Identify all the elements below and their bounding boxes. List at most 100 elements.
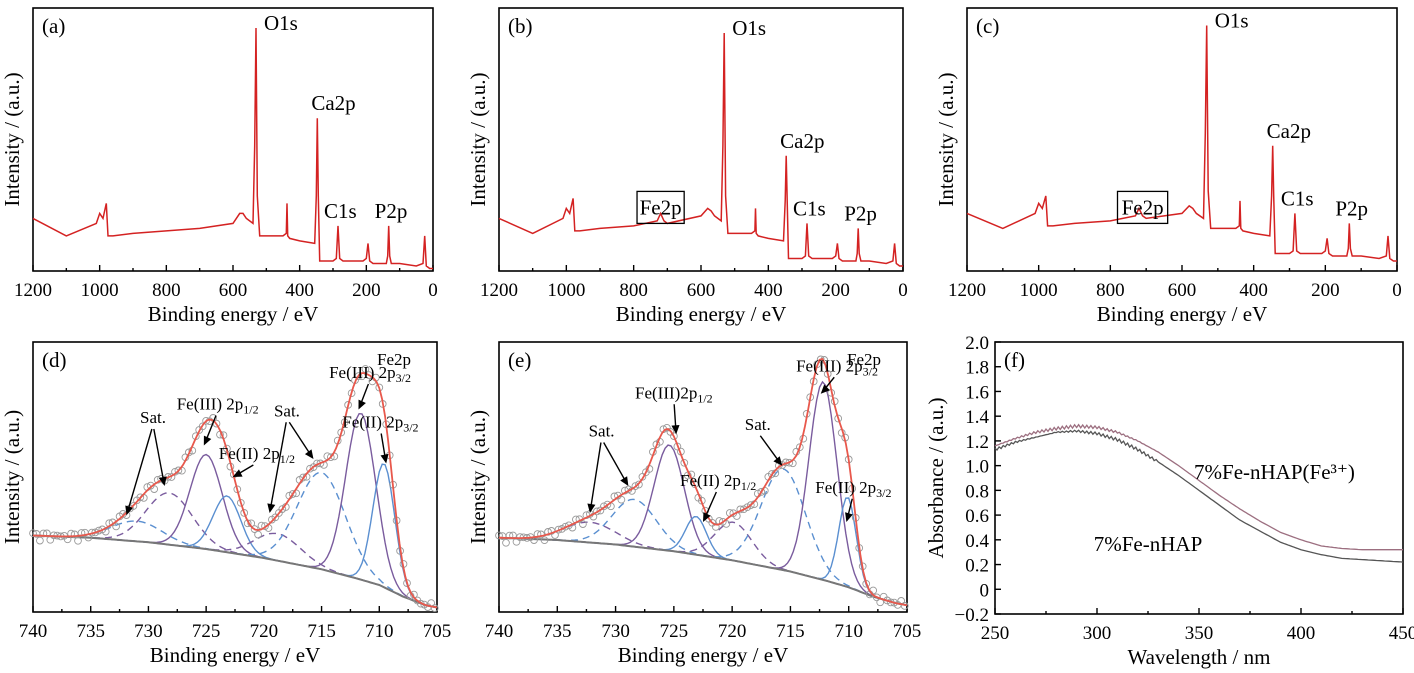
panel-d: 740 735 730 725 720 715 710 705 Binding energy /… — [0, 341, 452, 667]
y-axis-label: Intensity / (a.u.) — [466, 410, 490, 544]
raw-data-point — [29, 529, 37, 538]
peak-label: P2p — [375, 199, 408, 223]
plot-frame — [966, 7, 1398, 272]
annotation-subscript: 3/2 — [396, 371, 411, 385]
x-tick-label: 400 — [1239, 280, 1268, 301]
panel-c: 1200 1000 800 600 400 200 0 Binding energy / eV… — [934, 7, 1402, 326]
annotation-subscript: 1/2 — [280, 452, 295, 466]
annotation-arrowhead — [158, 476, 167, 486]
x-tick-label: 705 — [893, 621, 922, 642]
raw-data-point — [299, 473, 307, 482]
x-axis-label: Binding energy / eV — [150, 643, 321, 667]
x-tick-label: 705 — [423, 621, 452, 642]
series-label: 7%Fe-nHAP — [1094, 532, 1203, 556]
panel-a: 1200 1000 800 600 400 200 0 Binding energy / eV… — [0, 7, 438, 326]
x-tick-label: 800 — [619, 280, 648, 301]
x-tick-label: 800 — [152, 280, 181, 301]
annotation-text: Fe(III) 2p — [329, 363, 396, 382]
x-tick-label: 725 — [660, 621, 689, 642]
peak-label: C1s — [324, 199, 357, 223]
fe2p-highlight-label: Fe2p — [640, 195, 682, 219]
raw-data-point — [617, 495, 626, 504]
x-tick-label: 710 — [365, 621, 394, 642]
panel-label: (b) — [508, 14, 533, 38]
y-tick-label: 1.8 — [965, 358, 989, 379]
survey-spectrum-line — [966, 25, 1397, 262]
y-tick-label: 0 — [980, 580, 990, 601]
raw-data-point — [136, 493, 145, 502]
peak-annotation: Sat. — [589, 422, 615, 441]
peak-label: O1s — [264, 11, 298, 35]
peak-label: O1s — [1215, 9, 1249, 33]
x-tick-label: 735 — [543, 621, 572, 642]
x-tick-label: 720 — [250, 621, 279, 642]
x-tick-label: 1200 — [14, 280, 52, 301]
raw-data-point — [544, 528, 552, 536]
panel-label: (f) — [1004, 348, 1025, 372]
fe2p-highlight-box — [636, 190, 685, 225]
peak-annotation: Fe(III) 2p1/2 — [177, 395, 259, 417]
annotation-arrowhead — [125, 505, 134, 516]
annotation-arrow — [269, 422, 287, 512]
y-axis-label: Absorbance / (a.u.) — [924, 398, 948, 559]
x-axis-label: Binding energy / eV — [616, 302, 787, 326]
raw-data-point — [77, 529, 86, 537]
annotation-subscript: 3/2 — [403, 421, 418, 435]
annotation-arrowhead — [620, 476, 629, 486]
peak-label: Ca2p — [780, 129, 824, 153]
annotation-subscript: 1/2 — [741, 479, 756, 493]
raw-data-point — [635, 480, 643, 489]
panel-label: (c) — [976, 14, 999, 38]
annotation-arrowhead — [703, 512, 711, 522]
peak-annotation: Sat. — [745, 415, 771, 434]
y-tick-label: −0.2 — [955, 605, 989, 626]
x-tick-label: 600 — [219, 280, 248, 301]
x-tick-label: 0 — [898, 280, 908, 301]
annotation-subscript: 3/2 — [876, 486, 891, 500]
uv-series-line — [994, 429, 1404, 563]
uv-series-line — [994, 423, 1403, 551]
raw-data-point — [746, 501, 755, 509]
annotation-text: Sat. — [589, 422, 615, 441]
peak-annotation: Fe(III) 2p3/2 — [329, 363, 411, 385]
x-tick-label: 1000 — [547, 280, 585, 301]
annotation-text: Fe(II) 2p — [219, 444, 280, 463]
annotation-text: Sat. — [274, 401, 300, 420]
x-axis-label: Binding energy / eV — [148, 302, 319, 326]
annotation-arrow — [153, 428, 165, 485]
y-tick-label: 0.6 — [965, 506, 989, 527]
raw-data-point — [603, 500, 612, 509]
x-tick-label: 730 — [601, 621, 630, 642]
fit-envelope-line — [498, 357, 908, 607]
x-tick-label: 715 — [776, 621, 805, 642]
y-axis-label: Intensity / (a.u.) — [466, 72, 490, 206]
fit-background-line — [32, 534, 438, 609]
raw-data-point — [112, 522, 120, 531]
fit-envelope-line — [32, 372, 438, 609]
peak-label: P2p — [844, 201, 877, 225]
x-tick-label: 400 — [1287, 623, 1316, 644]
x-tick-label: 400 — [754, 280, 783, 301]
raw-data-point — [795, 443, 804, 452]
x-axis-label: Binding energy / eV — [1097, 302, 1268, 326]
raw-data-point — [365, 371, 373, 379]
fit-component-sat — [32, 471, 438, 609]
x-tick-label: 200 — [1311, 280, 1340, 301]
annotation-arrow — [603, 442, 628, 485]
peak-annotation: Sat. — [274, 401, 300, 420]
fe2p-highlight-label: Fe2p — [1122, 195, 1164, 219]
x-tick-label: 740 — [19, 621, 48, 642]
x-tick-label: 720 — [718, 621, 747, 642]
x-tick-label: 1200 — [948, 280, 986, 301]
annotation-text: Fe(II) 2p — [815, 478, 876, 497]
raw-data-point — [670, 432, 678, 440]
x-tick-label: 800 — [1096, 280, 1125, 301]
panel-b: 1200 1000 800 600 400 200 0 Binding energy / eV… — [466, 7, 908, 326]
raw-data-point — [198, 422, 207, 431]
plot-frame — [32, 7, 434, 272]
annotation-text: Sat. — [745, 415, 771, 434]
annotation-arrowhead — [773, 456, 783, 466]
x-tick-label: 715 — [307, 621, 336, 642]
annotation-text: Fe(II) 2p — [342, 413, 403, 432]
